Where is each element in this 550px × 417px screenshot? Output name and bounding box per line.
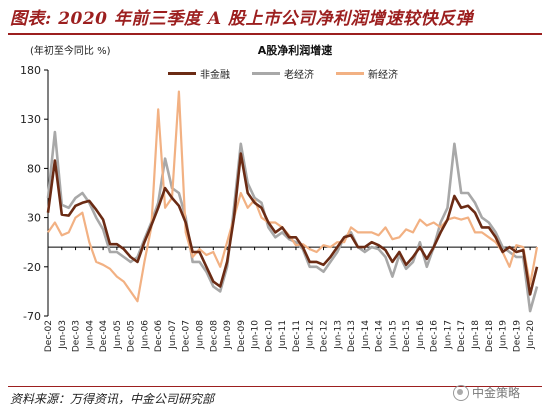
legend-label-old-economy: 老经济 [284,70,314,81]
x-tick-label: Jun-20 [526,320,536,350]
x-tick-label: Jun-06 [140,320,150,350]
y-tick-label: -70 [23,310,41,323]
x-tick-label: Dec-07 [182,320,192,352]
brand-logo: 中金策略 [452,384,520,401]
wechat-icon [452,384,469,401]
x-tick-label: Jun-19 [499,320,509,350]
x-tick-label: Jun-10 [251,320,261,350]
x-tick-label: Dec-15 [402,320,412,352]
y-tick-label: -20 [23,261,41,274]
page-title: 图表: 2020 年前三季度 A 股上市公司净利润增速较快反弹 [10,9,473,29]
x-tick-label: Jun-16 [416,320,426,350]
x-tick-label: Dec-06 [154,320,164,352]
x-tick-label: Dec-02 [44,320,54,352]
brand-logo-text: 中金策略 [471,386,520,400]
series-line-non-financial [46,152,539,296]
series-line-old-economy [46,130,539,313]
x-tick-label: Jun-09 [223,320,233,350]
title-divider [8,33,542,35]
source-note: 资料来源：万得资讯，中金公司研究部 [10,392,215,406]
x-tick-label: Jun-14 [361,320,371,350]
y-axis-unit-label: (年初至今同比 %) [30,46,111,57]
x-tick-label: Dec-12 [319,320,329,352]
legend-label-new-economy: 新经济 [368,70,398,81]
x-tick-label: Jun-13 [333,320,343,350]
x-tick-label: Dec-17 [457,320,467,352]
x-tick-label: Jun-17 [443,320,453,350]
x-tick-label: Dec-10 [264,320,274,352]
x-tick-label: Jun-07 [168,320,178,350]
x-tick-label: Dec-11 [292,320,302,352]
footer-divider [8,386,542,387]
x-tick-label: Dec-16 [430,320,440,352]
x-tick-label: Jun-18 [471,320,481,350]
y-tick-label: 80 [27,162,41,175]
x-tick-label: Dec-05 [127,320,137,352]
x-tick-label: Jun-11 [278,320,288,350]
legend-item-old-economy: 老经济 [252,66,314,81]
y-tick-label: 30 [27,212,41,225]
x-tick-label: Dec-04 [99,320,109,352]
x-tick-label: Dec-19 [512,320,522,352]
legend-item-non-financial: 非金融 [168,66,230,81]
x-tick-label: Jun-15 [388,320,398,350]
x-tick-label: Dec-18 [485,320,495,352]
legend-swatch-new-economy [336,72,364,75]
y-tick-label: 180 [20,64,41,77]
x-tick-label: Jun-12 [306,320,316,350]
x-tick-label: Dec-03 [72,320,82,352]
x-tick-label: Dec-09 [237,320,247,352]
chart-title: A股净利润增速 [257,44,333,57]
legend-label-non-financial: 非金融 [200,70,230,81]
x-tick-label: Dec-08 [209,320,219,352]
legend-swatch-non-financial [168,72,196,75]
y-tick-label: 130 [20,113,41,126]
x-tick-label: Jun-08 [196,320,206,350]
series-line-new-economy [47,90,539,303]
x-tick-label: Jun-03 [58,320,68,350]
x-tick-label: Jun-04 [85,320,95,350]
legend-swatch-old-economy [252,72,280,75]
x-tick-label: Dec-14 [375,320,385,352]
x-tick-label: Jun-05 [113,320,123,350]
x-tick-label: Dec-13 [347,320,357,352]
chart-legend: 非金融 老经济 新经济 [168,66,398,81]
legend-item-new-economy: 新经济 [336,66,398,81]
